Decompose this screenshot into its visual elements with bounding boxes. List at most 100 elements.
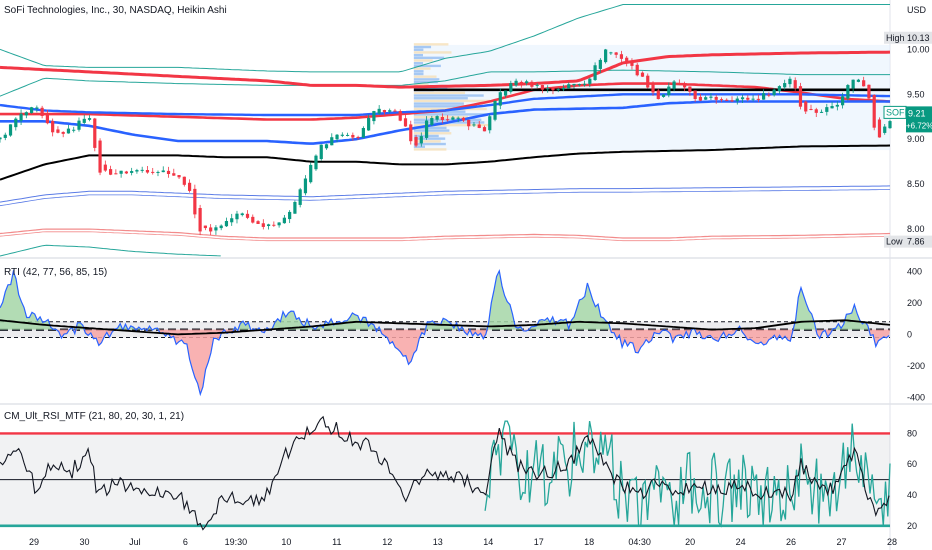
price-tick-label: 9.00 [907,134,925,144]
candle [519,81,523,84]
candle [114,173,118,175]
low-label: Low [886,237,903,247]
candle [40,107,44,116]
candle [593,65,597,81]
candle [709,96,713,98]
rti-signal-line [0,319,891,336]
candle [698,96,703,101]
candle [851,79,855,89]
candle [862,80,866,87]
candle [688,86,692,92]
candle [251,216,255,223]
rti-indicator-label[interactable]: RTI (42, 77, 56, 85, 15) [4,267,107,278]
rsi-fast-line [484,420,891,528]
volume-profile-bar [413,83,429,86]
volume-profile-bar [413,129,450,132]
candle [804,101,808,112]
last-price-tag [906,106,932,133]
candle [667,86,671,96]
volume-profile-bar [413,59,433,62]
candle [783,83,787,88]
candle [82,118,86,123]
last-price: 9.21 [908,108,926,118]
time-tick-label: 28 [887,537,897,547]
volume-profile-bar [413,145,425,148]
high-label: High [886,33,905,43]
candle [514,80,518,86]
candle [219,225,223,229]
candle [288,211,292,220]
candle [119,170,123,174]
candle [430,117,434,125]
candle [345,134,350,136]
time-tick-label: 04:30 [628,537,651,547]
candle [640,72,645,77]
candle [635,64,639,76]
low-value: 7.86 [907,237,925,247]
candle [377,108,381,114]
rti-tick-label: 200 [907,298,922,308]
candle [14,118,18,128]
candle [235,213,239,220]
time-tick-label: Jul [129,537,141,547]
ma-blue-upper-line [0,93,890,117]
candle [172,173,176,176]
price-tick-label: 8.50 [907,179,925,189]
candle [298,189,302,205]
candle [472,124,476,126]
candle [619,54,624,59]
candle [424,120,429,138]
volume-profile-bar [413,132,452,135]
candle [609,52,613,54]
rsi-indicator-label[interactable]: CM_Ult_RSI_MTF (21, 80, 20, 30, 1, 21) [4,411,184,422]
candle [661,94,666,97]
candle [166,170,171,175]
candle [182,176,186,185]
rti-tick-label: -400 [907,392,925,402]
price-tick-label: 9.50 [907,89,925,99]
candle [240,213,244,216]
candle [493,100,497,120]
high-badge [884,31,932,44]
candle [35,107,39,109]
price-tick-label: 8.00 [907,224,925,234]
candle [3,134,7,138]
volume-profile-bar [413,123,491,127]
ma-black-line [0,144,891,181]
candle [414,137,418,146]
candle [8,124,13,136]
candle [588,78,592,84]
candle [614,52,618,55]
candle [435,116,439,120]
band-green-mid-line [0,69,890,97]
candle [788,78,792,85]
time-tick-label: 12 [382,537,392,547]
candle [819,111,824,113]
candle [714,96,718,100]
candle [793,80,797,89]
candle [746,97,750,100]
candle [340,134,344,136]
candle [456,117,460,119]
candle [535,84,539,86]
candle [572,83,576,86]
candle [672,81,676,89]
candle [319,144,323,160]
candle [546,88,550,90]
candle [151,171,155,173]
band-blue-low-line [0,185,891,203]
candle [762,93,766,100]
candle [272,224,276,226]
candle [814,109,818,113]
candle [772,89,776,96]
rsi-line [0,415,890,531]
candle [177,175,181,178]
volume-profile-bar [413,43,449,46]
candle [756,98,760,100]
candle [161,170,165,173]
candle [77,120,81,130]
candle [224,220,229,227]
time-tick-label: 24 [736,537,746,547]
candle [61,131,65,134]
